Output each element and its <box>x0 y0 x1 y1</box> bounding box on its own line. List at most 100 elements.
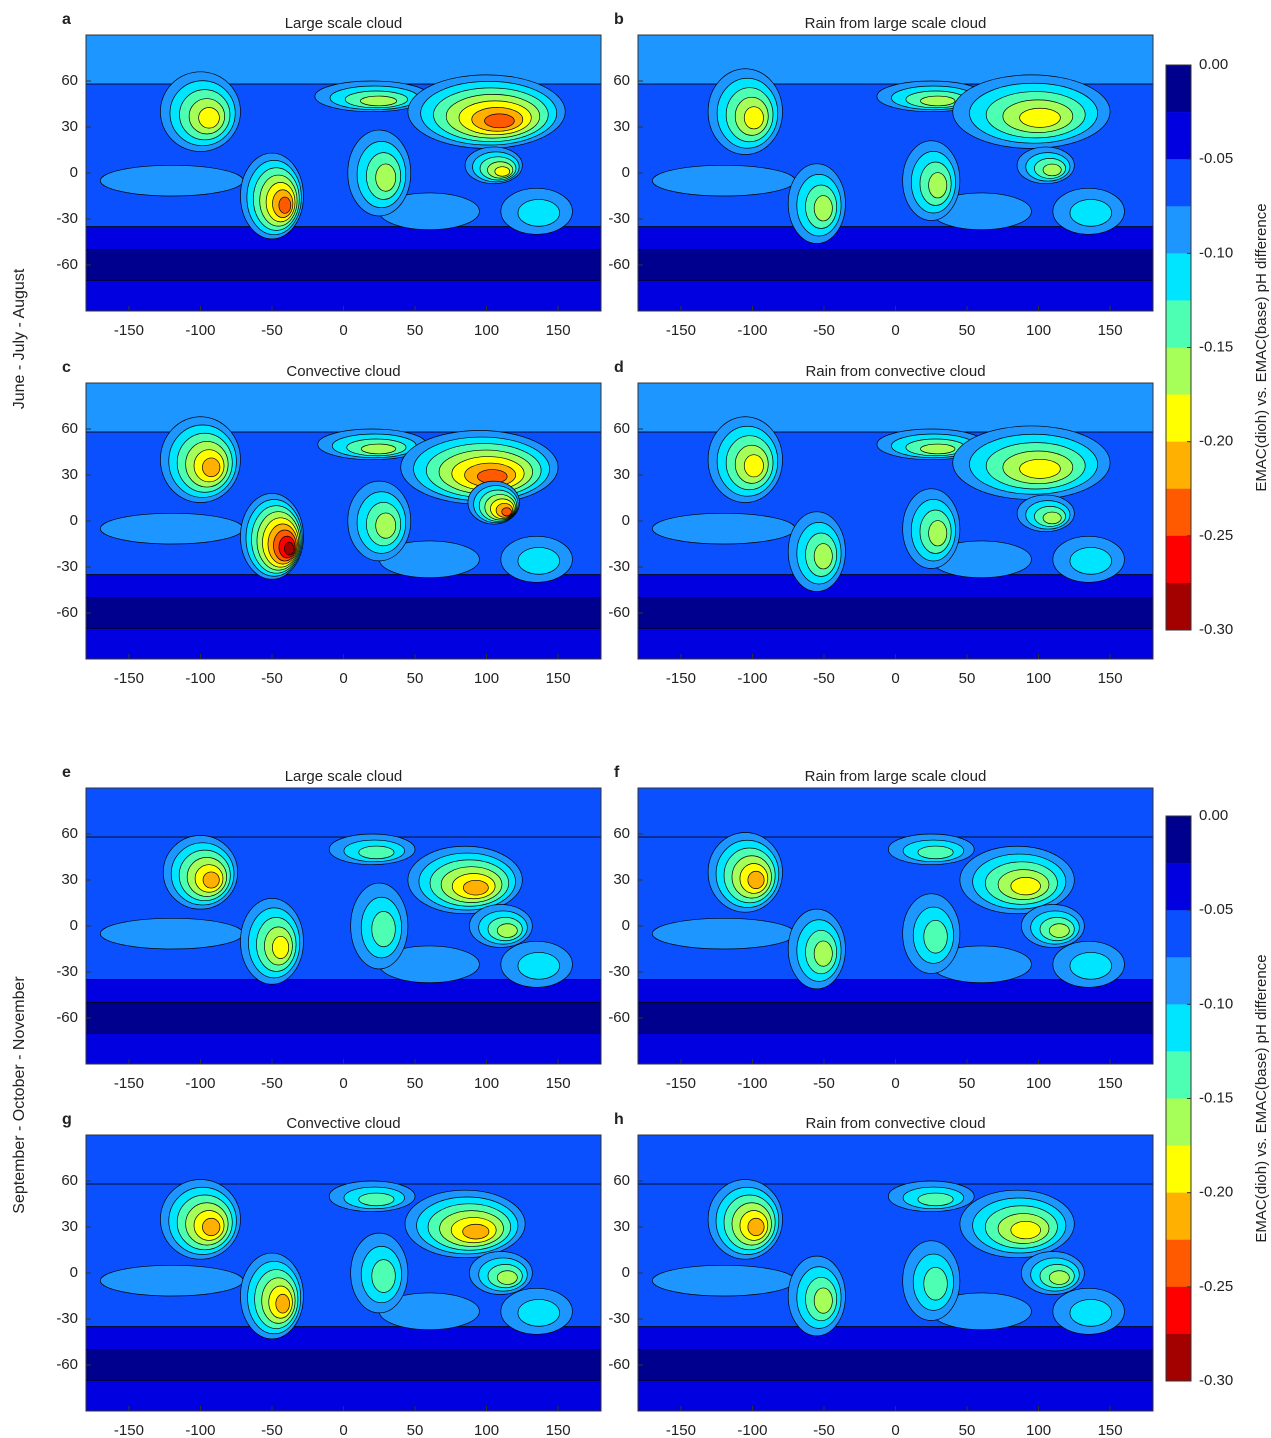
colorbar-segment <box>1166 910 1191 958</box>
contour-fill <box>517 952 560 980</box>
panel-letter: c <box>62 359 71 376</box>
y-tick-label: 0 <box>70 512 78 529</box>
chart-title: Rain from convective cloud <box>805 363 985 380</box>
x-tick-label: -150 <box>114 670 144 687</box>
x-tick-label: 150 <box>1098 670 1123 687</box>
contour-fill <box>743 106 764 130</box>
x-tick-label: 150 <box>1098 1075 1123 1092</box>
contour-fill <box>202 1217 221 1237</box>
contour-fill <box>638 249 1153 281</box>
contour-fill <box>813 543 833 570</box>
x-tick-label: 100 <box>474 322 499 339</box>
colorbar-tick-label: -0.15 <box>1199 1089 1233 1106</box>
y-tick-label: -60 <box>56 1009 78 1026</box>
x-tick-label: 100 <box>474 670 499 687</box>
contour-fill <box>1069 199 1112 227</box>
contour-fill <box>813 195 833 222</box>
y-tick-label: 30 <box>613 466 630 483</box>
x-tick-label: -100 <box>737 322 767 339</box>
contour-fill <box>928 520 948 547</box>
panel-letter: d <box>614 359 624 376</box>
contour-fill <box>1048 923 1070 938</box>
contour-fill <box>371 1259 396 1293</box>
x-tick-label: 50 <box>959 1075 976 1092</box>
colorbar-segment <box>1166 863 1191 911</box>
colorbar-segment <box>1166 957 1191 1005</box>
colorbar-tick-label: -0.05 <box>1199 150 1233 167</box>
colorbar-segment <box>1166 441 1191 490</box>
contour-fill <box>747 1217 765 1237</box>
contour-fill <box>375 512 397 539</box>
colorbar-segment <box>1166 535 1191 584</box>
panel-letter: a <box>62 11 71 28</box>
contour-fill <box>360 443 397 455</box>
y-tick-label: 30 <box>613 871 630 888</box>
y-tick-label: 30 <box>61 871 78 888</box>
contour-fill <box>1010 1220 1041 1240</box>
y-tick-label: 0 <box>622 1264 630 1281</box>
contour-fill <box>484 113 515 129</box>
y-tick-label: -60 <box>56 1356 78 1373</box>
colorbar-segment <box>1166 1239 1191 1288</box>
contour-fill <box>494 166 511 177</box>
colorbar-segment <box>1166 1333 1191 1382</box>
contour-fill <box>1042 163 1062 177</box>
x-tick-label: 0 <box>891 322 899 339</box>
y-tick-label: -60 <box>608 604 630 621</box>
contour-fill <box>638 1032 1153 1064</box>
colorbar-segment <box>1166 253 1191 301</box>
x-tick-label: 0 <box>339 1422 347 1438</box>
chart-title: Convective cloud <box>286 1115 400 1132</box>
y-tick-label: 60 <box>61 1172 78 1189</box>
map <box>86 35 601 311</box>
colorbar-tick-label: -0.25 <box>1199 527 1233 544</box>
contour-fill <box>813 940 833 967</box>
y-tick-label: 0 <box>622 917 630 934</box>
x-tick-label: -100 <box>737 1075 767 1092</box>
contour-fill <box>1069 952 1112 980</box>
contour-fill <box>86 1002 601 1034</box>
x-tick-label: 50 <box>407 322 424 339</box>
colorbar-segment <box>1166 1286 1191 1335</box>
panel-letter: g <box>62 1111 72 1128</box>
x-tick-label: -100 <box>737 670 767 687</box>
contour-fill <box>638 788 1153 838</box>
x-tick-label: 150 <box>546 322 571 339</box>
colorbar-tick-label: -0.30 <box>1199 1372 1233 1389</box>
contour-fill <box>747 870 765 890</box>
colorbar-segment <box>1166 347 1191 395</box>
x-tick-label: -150 <box>666 1422 696 1438</box>
y-tick-label: -60 <box>56 604 78 621</box>
y-tick-label: -60 <box>608 1009 630 1026</box>
contour-fill <box>928 172 948 199</box>
contour-fill <box>462 879 489 896</box>
x-tick-label: 150 <box>546 670 571 687</box>
colorbar-segment <box>1166 582 1191 631</box>
contour-fill <box>496 923 518 938</box>
y-tick-label: -60 <box>608 256 630 273</box>
contour-fill <box>638 1349 1153 1381</box>
colorbar-segment <box>1166 1192 1191 1241</box>
contour-fill <box>86 1032 601 1064</box>
y-tick-label: -30 <box>608 210 630 227</box>
x-tick-label: 0 <box>891 1075 899 1092</box>
colorbar-segment <box>1166 65 1191 113</box>
y-tick-label: -30 <box>56 1310 78 1327</box>
y-tick-label: 30 <box>61 118 78 135</box>
panel-letter: f <box>614 764 620 781</box>
x-tick-label: -50 <box>261 1422 283 1438</box>
panel-letter: e <box>62 764 71 781</box>
contour-fill <box>278 196 292 214</box>
contour-fill <box>359 95 398 107</box>
contour-fill <box>86 1379 601 1411</box>
contour-fill <box>86 1135 601 1185</box>
colorbar-tick-label: -0.05 <box>1199 901 1233 918</box>
map <box>86 1135 601 1411</box>
x-tick-label: 150 <box>1098 322 1123 339</box>
x-tick-label: -100 <box>737 1422 767 1438</box>
y-tick-label: -30 <box>608 558 630 575</box>
map <box>86 383 601 659</box>
y-tick-label: 60 <box>613 72 630 89</box>
chart-title: Convective cloud <box>286 363 400 380</box>
y-tick-label: 0 <box>622 512 630 529</box>
